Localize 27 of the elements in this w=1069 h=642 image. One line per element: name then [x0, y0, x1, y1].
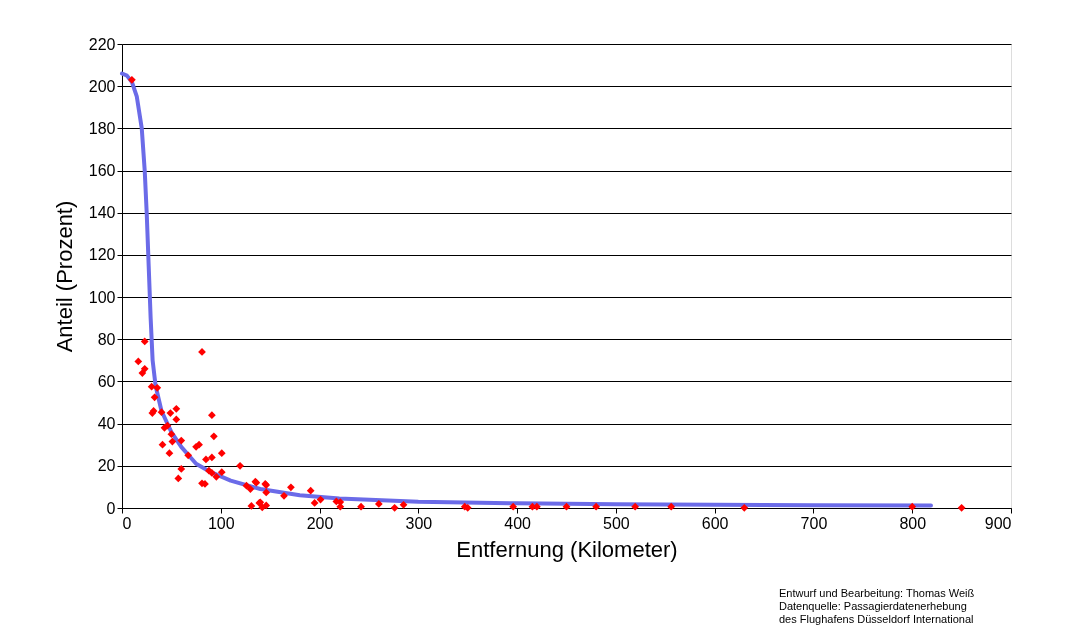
x-tick-label: 100: [207, 514, 235, 532]
x-tick-label: 800: [899, 514, 927, 532]
x-tick-label: 600: [701, 514, 729, 532]
y-tick-label: 160: [88, 162, 116, 180]
y-axis-title: Anteil (Prozent): [51, 200, 77, 353]
x-tick-label: 500: [603, 514, 630, 532]
y-tick-label: 200: [88, 77, 116, 95]
y-tick-label: 80: [97, 330, 116, 348]
y-tick-label: 220: [88, 35, 116, 53]
y-tick-label: 100: [88, 288, 116, 306]
y-tick-label: 140: [88, 204, 116, 222]
x-tick-label: 400: [504, 514, 532, 532]
x-tick-label: 200: [306, 514, 334, 532]
x-tick-label: 900: [984, 514, 1012, 532]
text: Entwurf und Bearbeitung: Thomas Weiß: [779, 587, 975, 599]
x-axis-title: Entfernung (Kilometer): [456, 536, 678, 562]
x-tick-label: 0: [122, 514, 132, 532]
x-tick-label: 300: [405, 514, 433, 532]
y-tick-label: 40: [97, 415, 116, 433]
y-tick-label: 0: [106, 499, 116, 517]
x-tick-label: 700: [800, 514, 828, 532]
y-tick-label: 180: [88, 119, 116, 137]
y-tick-label: 120: [88, 246, 116, 264]
y-tick-label: 60: [97, 372, 116, 390]
text: des Flughafens Düsseldorf International: [779, 613, 974, 625]
y-tick-label: 20: [97, 457, 116, 475]
text: Datenquelle: Passagierdatenerhebung: [779, 600, 967, 612]
